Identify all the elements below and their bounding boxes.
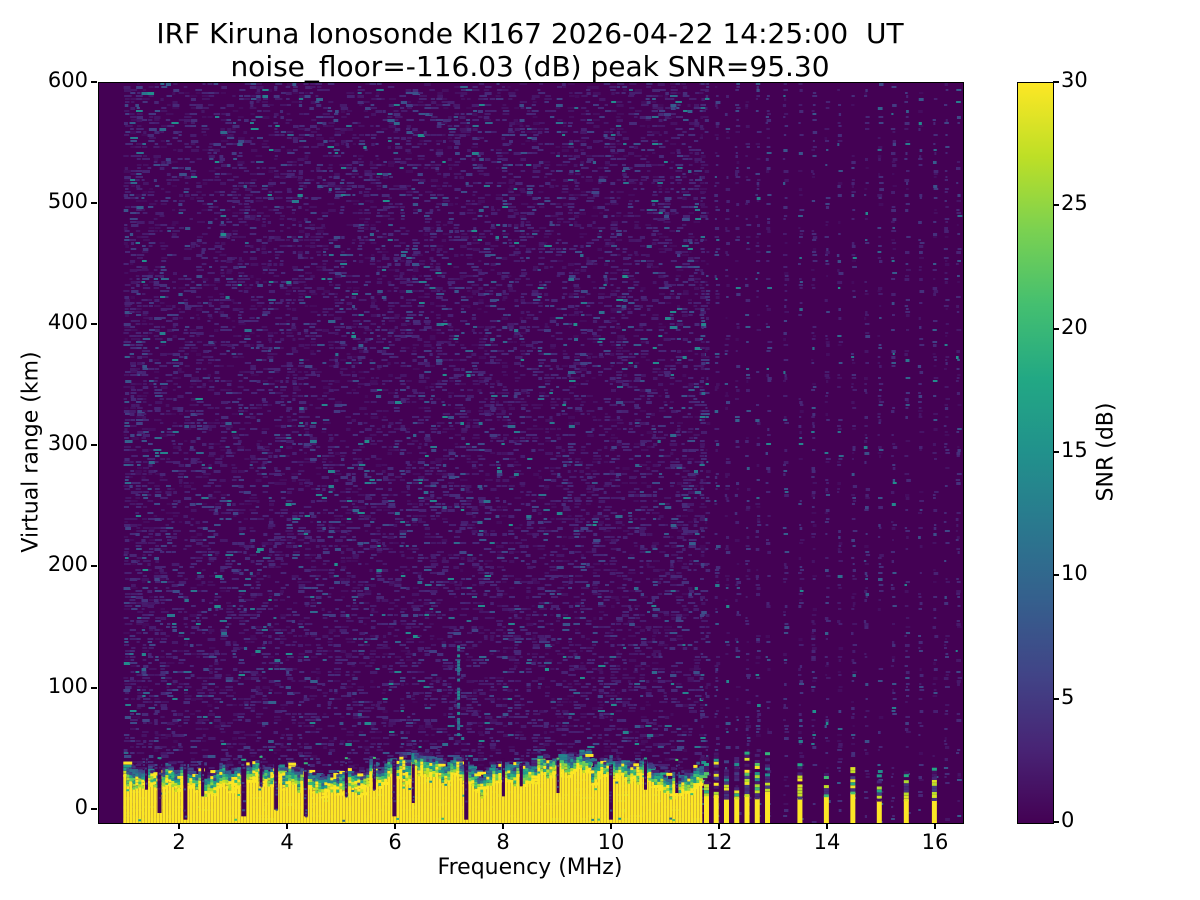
x-tick-mark <box>718 823 720 829</box>
colorbar-tick-label: 10 <box>1061 561 1088 586</box>
y-tick-label: 400 <box>47 310 88 335</box>
y-tick-mark <box>91 202 97 205</box>
y-tick-label: 100 <box>47 673 88 698</box>
x-tick-label: 14 <box>813 830 841 854</box>
x-tick-label: 4 <box>280 830 294 854</box>
y-tick-label: 600 <box>47 68 88 92</box>
heatmap-plot-area <box>98 82 964 824</box>
y-tick-label: 500 <box>47 189 88 214</box>
x-tick-mark <box>394 823 396 829</box>
x-tick-mark <box>610 823 612 829</box>
colorbar-tick-mark <box>1053 574 1059 577</box>
colorbar-tick-label: 15 <box>1061 438 1088 462</box>
y-tick-label: 200 <box>47 552 88 577</box>
ionogram-heatmap-canvas <box>99 83 963 823</box>
y-tick-mark <box>91 686 97 689</box>
y-tick-mark <box>91 807 97 810</box>
x-tick-label: 12 <box>705 830 733 854</box>
y-tick-mark <box>91 323 97 326</box>
colorbar-gradient <box>1017 82 1054 824</box>
x-tick-label: 10 <box>597 830 625 854</box>
y-tick-mark <box>91 81 97 83</box>
colorbar-label: SNR (dB) <box>1093 402 1119 502</box>
colorbar-tick-label: 30 <box>1061 68 1088 92</box>
chart-subtitle: noise_floor=-116.03 (dB) peak SNR=95.30 <box>230 50 830 83</box>
colorbar-tick-mark <box>1053 697 1059 700</box>
y-tick-label: 0 <box>74 794 88 819</box>
x-tick-label: 8 <box>496 830 510 854</box>
colorbar-tick-label: 20 <box>1061 314 1088 339</box>
colorbar-tick-mark <box>1053 821 1059 823</box>
x-tick-mark <box>286 823 288 829</box>
colorbar-tick-label: 25 <box>1061 191 1088 216</box>
colorbar-tick-mark <box>1053 204 1059 207</box>
x-tick-label: 16 <box>921 830 949 854</box>
y-tick-label: 300 <box>47 431 88 456</box>
colorbar-tick-mark <box>1053 451 1059 453</box>
x-axis-label: Frequency (MHz) <box>437 855 623 880</box>
colorbar-tick-mark <box>1053 81 1059 83</box>
colorbar-tick-label: 0 <box>1061 808 1075 832</box>
y-tick-mark <box>91 565 97 568</box>
x-tick-mark <box>826 823 828 829</box>
x-tick-label: 6 <box>388 830 402 854</box>
chart-title: IRF Kiruna Ionosonde KI167 2026-04-22 14… <box>156 17 904 50</box>
y-tick-mark <box>91 444 97 447</box>
x-tick-mark <box>502 823 504 829</box>
x-tick-label: 2 <box>172 830 186 854</box>
colorbar-tick-label: 5 <box>1061 684 1075 709</box>
x-tick-mark <box>934 823 936 829</box>
x-tick-mark <box>178 823 180 829</box>
colorbar-tick-mark <box>1053 327 1059 330</box>
